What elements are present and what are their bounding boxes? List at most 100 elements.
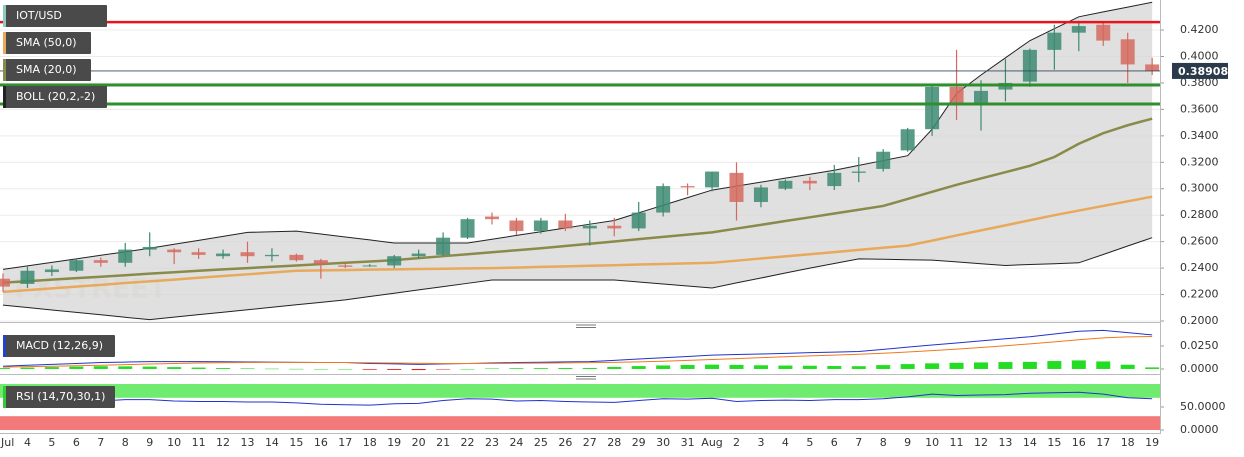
x-tick-label: 27 bbox=[583, 436, 597, 449]
candle-body bbox=[851, 171, 866, 173]
sma-line bbox=[2, 195, 1153, 294]
macd-histogram-bar bbox=[582, 367, 597, 369]
candle-body bbox=[680, 186, 695, 188]
y-tick-label: 0.2800 bbox=[1180, 208, 1219, 221]
macd-histogram-bar bbox=[142, 366, 157, 369]
x-tick-label: 30 bbox=[656, 436, 670, 449]
y-tick-label: 50.0000 bbox=[1180, 400, 1226, 413]
candle-body bbox=[142, 246, 157, 250]
candle-body bbox=[656, 186, 671, 213]
legend-label: SMA (50,0) bbox=[16, 36, 77, 49]
macd-histogram-bar bbox=[338, 368, 353, 370]
x-tick-label: 10 bbox=[167, 436, 181, 449]
y-tick-label: 0.3600 bbox=[1180, 102, 1219, 115]
macd-histogram-bar bbox=[118, 366, 133, 369]
macd-histogram-bar bbox=[753, 365, 768, 369]
candle-body bbox=[876, 151, 891, 169]
candle-body bbox=[362, 265, 377, 267]
candle-body bbox=[607, 225, 622, 229]
macd-histogram-bar bbox=[313, 368, 328, 370]
x-tick-label: 4 bbox=[24, 436, 31, 449]
oversold-zone bbox=[0, 416, 1160, 430]
macd-histogram-bar bbox=[998, 362, 1013, 369]
y-tick-label: 0.2200 bbox=[1180, 288, 1219, 301]
x-tick-label: 21 bbox=[436, 436, 450, 449]
candle-body bbox=[1120, 39, 1135, 65]
macd-histogram-bar bbox=[44, 367, 59, 369]
macd-histogram-bar bbox=[558, 367, 573, 369]
x-tick-label: 5 bbox=[806, 436, 813, 449]
rsi-line bbox=[2, 391, 1153, 406]
x-tick-label: 31 bbox=[681, 436, 695, 449]
candle-body bbox=[974, 90, 988, 103]
macd-histogram-bar bbox=[778, 365, 793, 369]
x-tick-label: 23 bbox=[485, 436, 499, 449]
macd-histogram-bar bbox=[387, 368, 402, 370]
y-tick-label: 0.4000 bbox=[1180, 49, 1219, 62]
macd-histogram-bar bbox=[1047, 361, 1062, 369]
candle-body bbox=[1047, 32, 1062, 50]
legend-box bbox=[3, 59, 91, 81]
macd-histogram-bar bbox=[729, 364, 744, 369]
candle-body bbox=[802, 180, 817, 184]
bollinger-lower bbox=[2, 237, 1153, 321]
y-tick-label: 0.3200 bbox=[1180, 155, 1219, 168]
candle-body bbox=[387, 256, 402, 266]
candle-body bbox=[1071, 26, 1086, 33]
x-tick-label: 12 bbox=[974, 436, 988, 449]
candle-body bbox=[949, 86, 964, 103]
candle-body bbox=[338, 265, 353, 267]
y-tick-label: 0.2600 bbox=[1180, 235, 1219, 248]
macd-histogram-bar bbox=[1096, 361, 1111, 369]
candle-body bbox=[0, 278, 10, 287]
macd-histogram-bar bbox=[705, 364, 720, 369]
legend-label: MACD (12,26,9) bbox=[16, 339, 103, 352]
overbought-zone bbox=[0, 384, 1160, 398]
candle-body bbox=[289, 254, 304, 261]
x-tick-label: 22 bbox=[461, 436, 475, 449]
macd-histogram-bar bbox=[949, 362, 964, 369]
legend-box bbox=[3, 335, 115, 357]
macd-histogram-bar bbox=[1145, 367, 1160, 369]
x-tick-label: 14 bbox=[265, 436, 279, 449]
x-tick-label: 5 bbox=[48, 436, 55, 449]
y-tick-label: 0.2000 bbox=[1180, 314, 1219, 327]
x-tick-label: 15 bbox=[1047, 436, 1061, 449]
macd-histogram-bar bbox=[20, 367, 35, 369]
x-tick-label: 9 bbox=[146, 436, 153, 449]
legend-label: RSI (14,70,30,1) bbox=[16, 390, 105, 403]
candle-body bbox=[411, 253, 426, 257]
candle-body bbox=[1145, 64, 1160, 72]
candle-body bbox=[118, 249, 133, 263]
legend-swatch bbox=[3, 5, 6, 27]
x-tick-label: 26 bbox=[558, 436, 572, 449]
macd-histogram-bar bbox=[509, 368, 524, 369]
candle-body bbox=[69, 260, 84, 271]
macd-histogram-bar bbox=[925, 363, 940, 369]
x-tick-label: 8 bbox=[880, 436, 887, 449]
legend-label: IOT/USD bbox=[16, 9, 62, 22]
legend-label: BOLL (20,2,-2) bbox=[16, 90, 95, 103]
y-tick-label: 0.2400 bbox=[1180, 261, 1219, 274]
macd-histogram-bar bbox=[216, 368, 231, 369]
macd-histogram-bar bbox=[900, 364, 915, 369]
last-price-box bbox=[1172, 62, 1228, 79]
legend-box bbox=[3, 5, 107, 27]
candle-body bbox=[191, 252, 206, 255]
resize-handle[interactable] bbox=[576, 376, 596, 380]
macd-histogram-bar bbox=[1022, 361, 1037, 369]
legend-box bbox=[3, 32, 91, 54]
candle-body bbox=[240, 252, 255, 257]
macd-histogram-bar bbox=[1071, 360, 1086, 369]
x-tick-label: 18 bbox=[363, 436, 377, 449]
x-tick-label: Aug bbox=[701, 436, 722, 449]
resize-handle[interactable] bbox=[576, 324, 596, 328]
macd-histogram-bar bbox=[289, 368, 304, 370]
macd-histogram-bar bbox=[533, 368, 548, 369]
candle-body bbox=[216, 253, 231, 257]
macd-histogram-bar bbox=[436, 368, 451, 370]
x-tick-label: 7 bbox=[855, 436, 862, 449]
x-tick-label: 29 bbox=[632, 436, 646, 449]
x-tick-label: 4 bbox=[782, 436, 789, 449]
